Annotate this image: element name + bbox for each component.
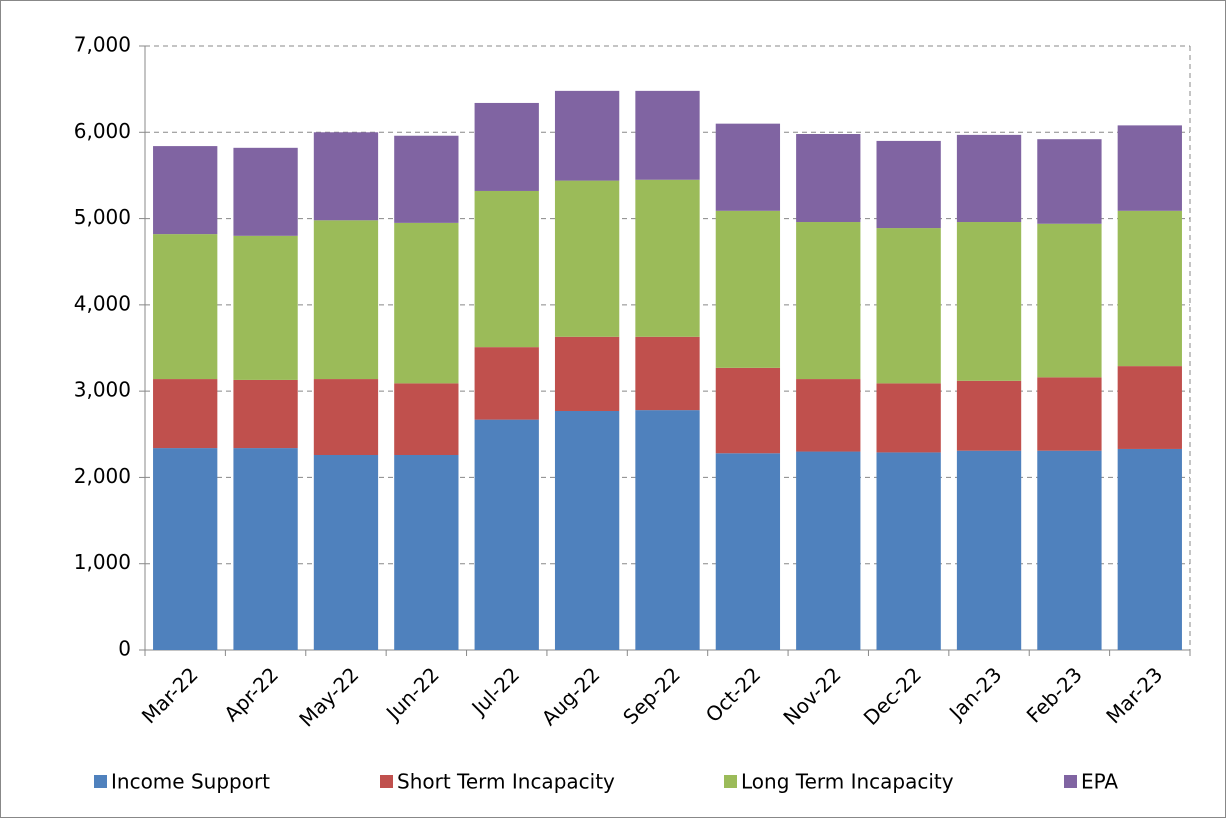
bar-segment [554, 90, 620, 181]
bar-segment [313, 454, 379, 650]
bar-segment [1117, 448, 1182, 650]
bar-segment [474, 102, 539, 191]
bar-segment [313, 379, 379, 455]
bar-segment [956, 134, 1022, 223]
y-tick-label: 2,000 [74, 464, 131, 488]
bar-segment [796, 222, 861, 380]
bar-segment [1117, 125, 1182, 211]
bar-segment [1037, 223, 1102, 378]
bar-segment [153, 234, 218, 380]
y-tick-label: 4,000 [74, 291, 131, 315]
bar-segment [1117, 210, 1182, 367]
legend-label: EPA [1081, 770, 1118, 794]
bar-segment [233, 379, 298, 449]
bar-segment [956, 222, 1022, 381]
bar-segment [635, 179, 700, 337]
bar-segment [554, 336, 620, 411]
bar-segment [394, 222, 459, 384]
bar-segment [233, 147, 298, 236]
legend-swatch [724, 775, 737, 788]
bar-segment [796, 379, 861, 452]
bar-segment [153, 146, 218, 235]
bar-segment [394, 383, 459, 455]
legend-label: Income Support [111, 770, 270, 794]
bar-segment [635, 90, 700, 180]
bar-segment [876, 452, 941, 650]
bar-segment [1037, 450, 1102, 650]
bar-segment [474, 419, 539, 650]
bar-segment [715, 210, 781, 368]
bar-segment [313, 132, 379, 221]
bar-segment [876, 140, 941, 229]
bar-segment [956, 380, 1022, 451]
bar-segment [715, 123, 781, 211]
bar-segment [153, 379, 218, 449]
bar-segment [956, 450, 1022, 650]
bar-segment [1117, 366, 1182, 449]
bar-segment [796, 451, 861, 650]
bar-segment [474, 347, 539, 420]
y-tick-label: 7,000 [74, 33, 131, 57]
bar-segment [554, 180, 620, 337]
bar-segment [233, 448, 298, 650]
bar-segment [1037, 377, 1102, 451]
bar-segment [233, 235, 298, 380]
bar-segment [313, 220, 379, 380]
y-tick-label: 3,000 [74, 378, 131, 402]
bar-segment [796, 134, 861, 223]
bar-segment [1037, 139, 1102, 224]
bar-segment [635, 336, 700, 411]
bar-segment [554, 410, 620, 650]
y-tick-label: 1,000 [74, 550, 131, 574]
bar-segment [635, 410, 700, 650]
legend-label: Long Term Incapacity [741, 770, 954, 794]
bar-segment [474, 190, 539, 348]
bar-segment [394, 135, 459, 223]
y-tick-label: 6,000 [74, 119, 131, 143]
bar-segment [876, 228, 941, 384]
bar-segment [153, 448, 218, 650]
legend-swatch [94, 775, 107, 788]
bar-segment [394, 454, 459, 650]
bar-segment [715, 367, 781, 454]
bar-segment [715, 453, 781, 650]
y-tick-label: 5,000 [74, 205, 131, 229]
y-tick-label: 0 [118, 637, 131, 661]
legend-swatch [380, 775, 393, 788]
legend-swatch [1064, 775, 1077, 788]
legend-label: Short Term Incapacity [397, 770, 615, 794]
bar-segment [876, 383, 941, 453]
